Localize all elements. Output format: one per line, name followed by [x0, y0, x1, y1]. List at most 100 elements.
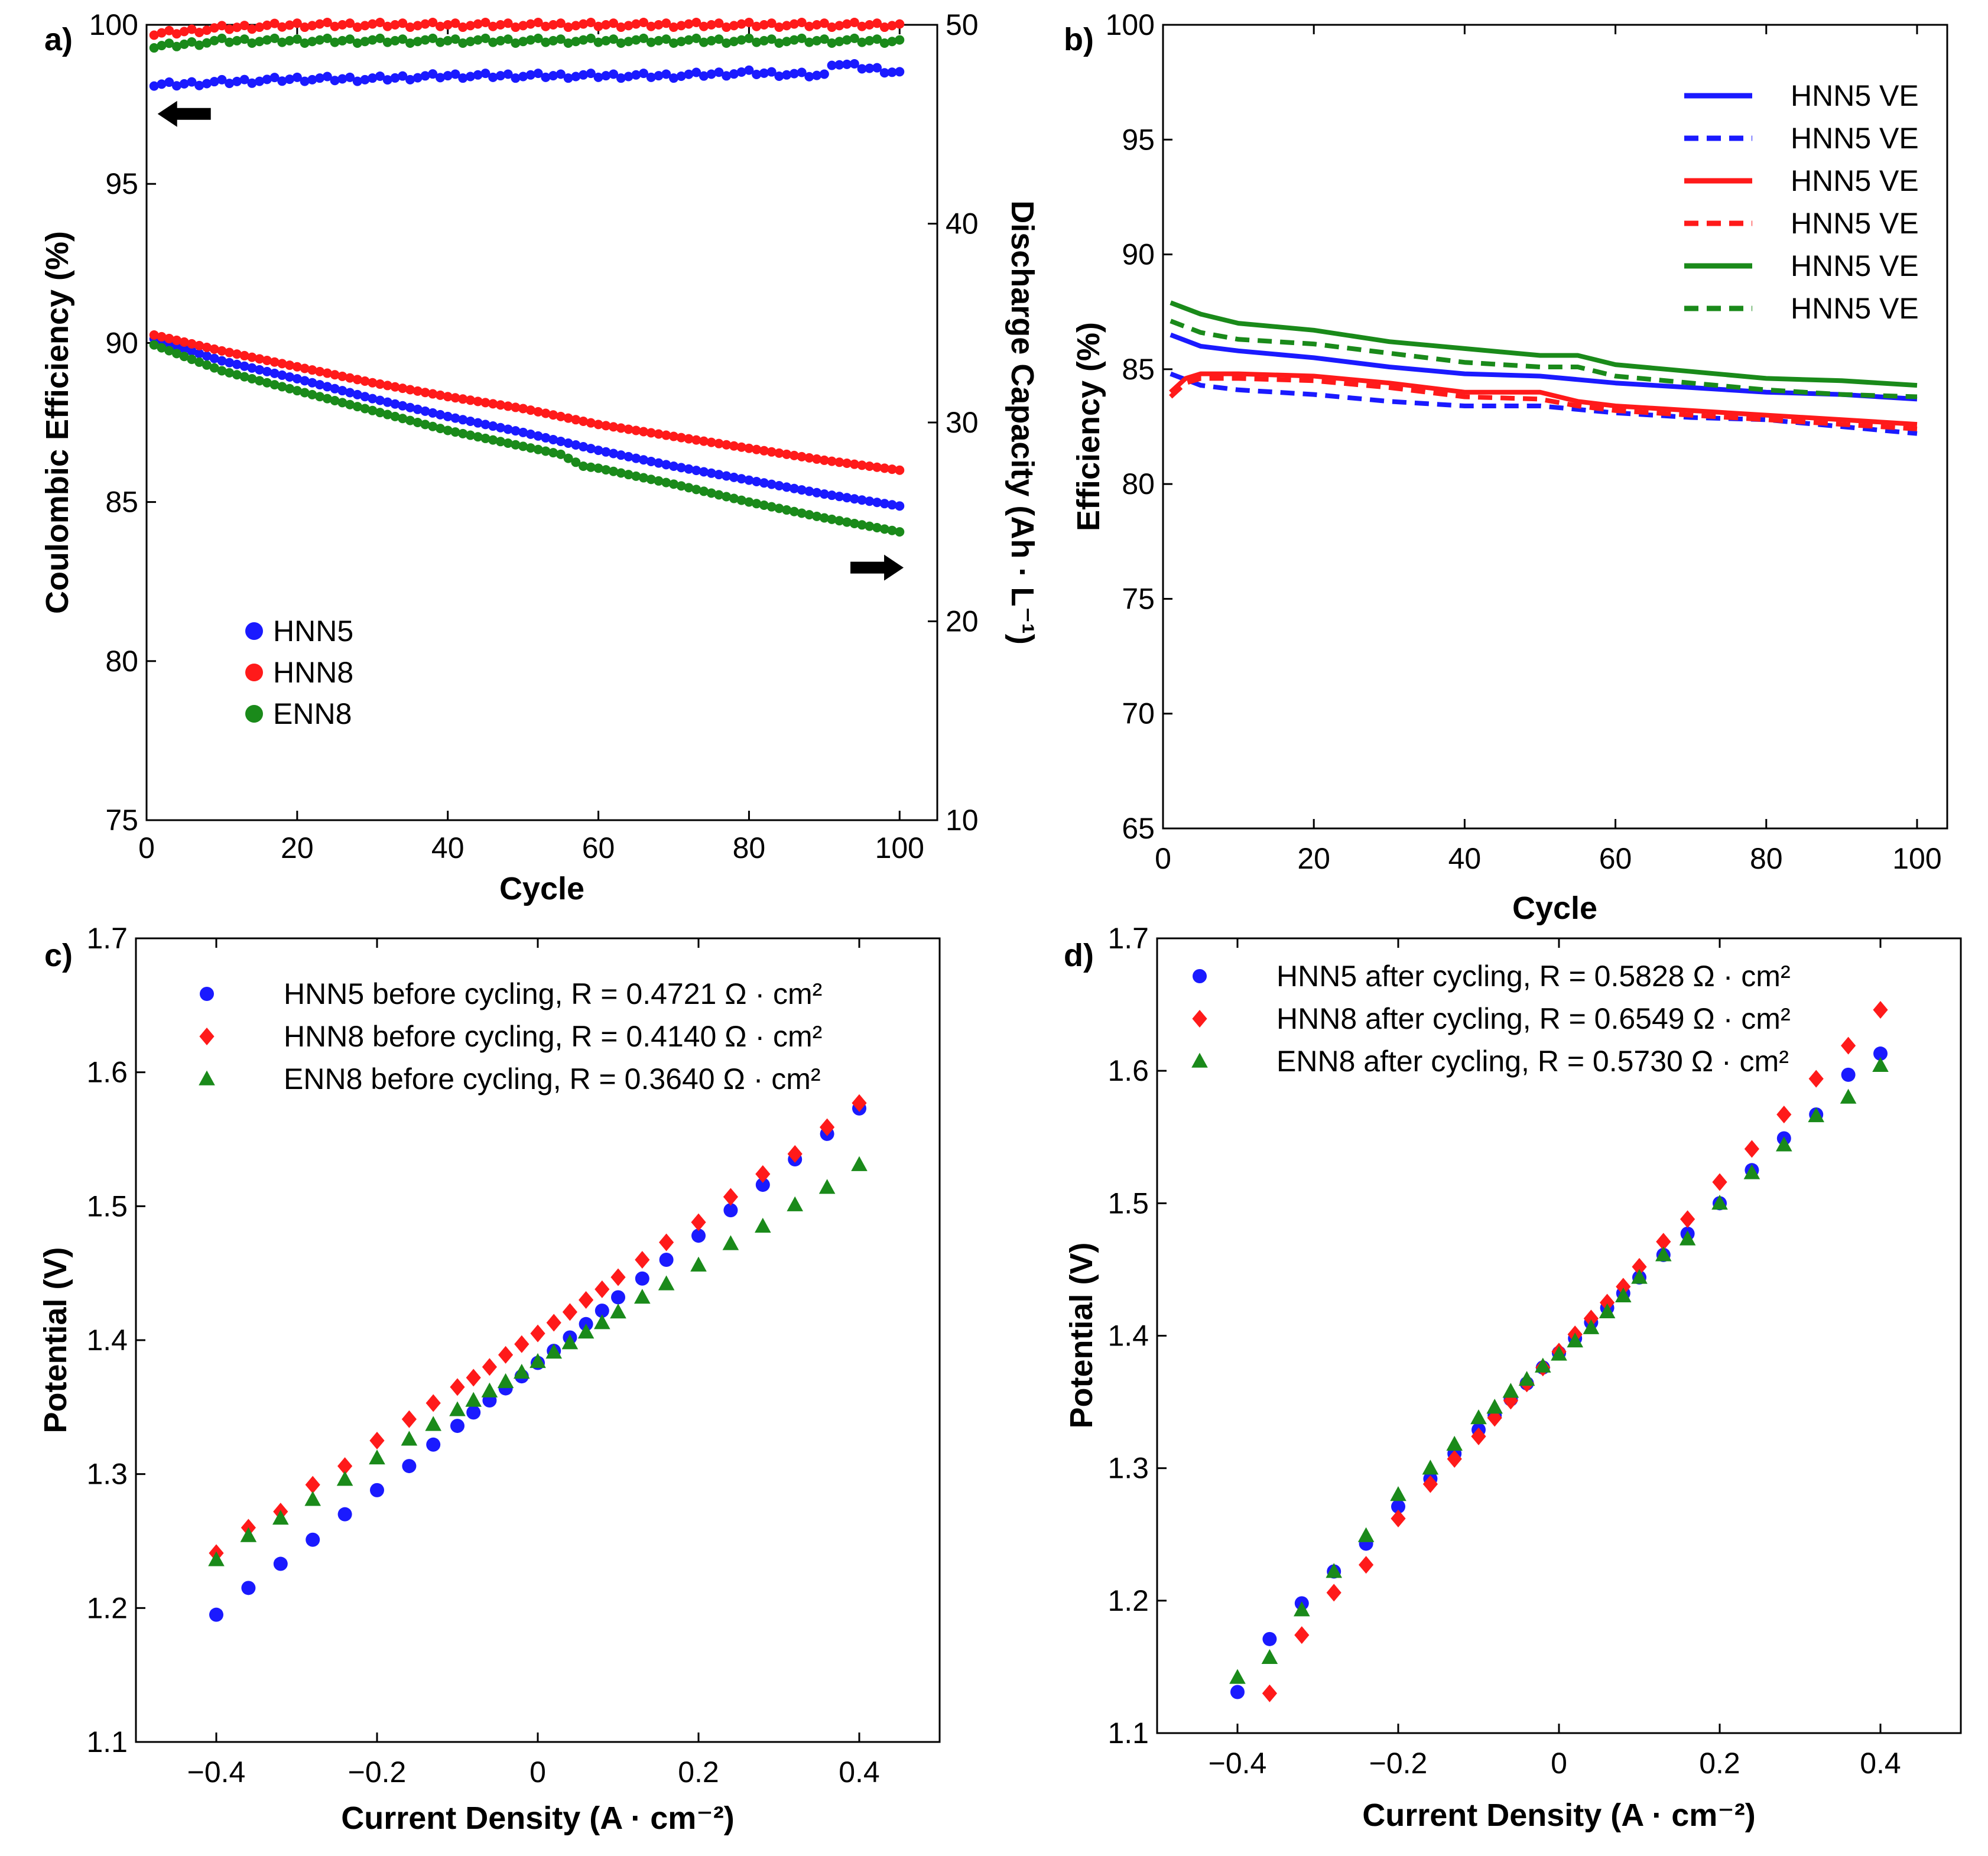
hnn5-capacity-point — [412, 404, 423, 414]
enn8-ce-point — [187, 37, 197, 47]
hnn5-capacity-point — [623, 451, 634, 461]
panel-c-y-axis-title: Potential (V) — [38, 1247, 73, 1433]
hnn5-capacity-point — [556, 436, 566, 446]
hnn5-ce-point — [706, 69, 716, 79]
enn8-ce-point — [834, 37, 844, 47]
circle-point — [306, 1532, 320, 1547]
enn8-ce-point — [879, 38, 889, 48]
hnn8-capacity-point — [752, 444, 762, 454]
enn8-ce-point — [518, 37, 528, 47]
diamond-point — [530, 1324, 545, 1343]
hnn5-capacity-point — [300, 376, 310, 386]
triangle-point — [818, 1179, 836, 1194]
enn8-capacity-point — [179, 352, 189, 362]
hnn8-ce-point — [337, 20, 347, 30]
enn8-ce-point — [782, 37, 792, 47]
enn8-capacity-point — [631, 471, 641, 481]
hnn8-capacity-point — [616, 423, 626, 433]
hnn5-capacity-point — [586, 444, 596, 454]
enn8-ce-point — [428, 33, 438, 43]
enn8-ce-point — [390, 35, 400, 45]
hnn8-capacity-point — [322, 368, 332, 378]
hnn8-ce-point — [285, 20, 295, 30]
hnn5-ce-point — [766, 67, 777, 77]
legend-label-hnn5: HNN5 — [273, 615, 353, 648]
y-tick-label: 90 — [105, 326, 138, 359]
enn8-capacity-point — [269, 380, 280, 390]
enn8-capacity-point — [797, 508, 807, 518]
diamond-point — [466, 1369, 481, 1387]
y-tick-label: 75 — [105, 804, 138, 837]
hnn5-ce-point — [729, 69, 739, 79]
hnn8-capacity-point — [593, 420, 603, 430]
triangle-point — [1840, 1088, 1857, 1104]
hnn8-capacity-point — [450, 393, 460, 403]
enn8-ce-point — [368, 35, 378, 45]
diamond-point — [369, 1432, 385, 1449]
enn8-capacity-point — [834, 516, 844, 526]
hnn8-ce-point — [412, 21, 423, 31]
enn8-ce-point — [789, 35, 799, 45]
triangle-point — [577, 1324, 595, 1339]
enn8-capacity-point — [239, 372, 249, 382]
hnn5-capacity-point — [473, 418, 483, 428]
hnn5-ce-point — [277, 76, 287, 86]
hnn8-capacity-point — [247, 352, 257, 362]
enn8-ce-point — [209, 35, 219, 45]
triangle-point — [1808, 1107, 1824, 1123]
hnn5-ce-point — [247, 78, 257, 88]
enn8-ce-point — [525, 35, 535, 45]
hnn8-ce-point — [225, 24, 235, 34]
hnn5-ce-point — [579, 70, 589, 80]
hnn5-capacity-point — [849, 494, 859, 504]
triangle-point — [1679, 1230, 1696, 1246]
hnn5-ce-point — [691, 67, 701, 77]
x-tick-label: −0.2 — [348, 1756, 407, 1789]
hnn5-ce-point — [759, 68, 769, 78]
hnn8-ce-point — [495, 20, 505, 30]
hnn5-ce-point — [262, 74, 272, 84]
hnn5-capacity-point — [774, 481, 784, 491]
enn8-ce-point — [729, 37, 739, 47]
legend-label-6: HNN5 VE — [1791, 292, 1919, 325]
diamond-point — [755, 1165, 771, 1183]
hnn5-capacity-point — [428, 408, 438, 418]
hnn5-ce-point — [744, 65, 754, 75]
hnn5-capacity-point — [255, 365, 265, 375]
hnn5-ce-point — [382, 75, 392, 85]
hnn8-ce-point — [164, 25, 174, 35]
hnn8-capacity-point — [187, 339, 197, 349]
hnn8-ce-point — [887, 21, 897, 31]
diamond-point — [1471, 1427, 1486, 1445]
hnn8-capacity-point — [797, 451, 807, 461]
hnn8-ce-point — [842, 19, 852, 29]
enn8-capacity-point — [375, 408, 385, 418]
x-tick-label: 20 — [1297, 842, 1330, 875]
panel-c: c) −0.4 −0.2 0 0.2 0.4 1.1 1.2 1.3 1.4 1.5 1.6 1.7… — [38, 922, 941, 1836]
circle-point — [1230, 1685, 1245, 1699]
hnn8-ce-point — [699, 21, 709, 31]
enn8-ce-point — [315, 35, 325, 45]
enn8-ce-point — [157, 41, 167, 51]
legend-label-4: HNN5 VE — [1791, 207, 1919, 240]
hnn8-capacity-point — [511, 402, 521, 412]
hnn8-capacity-point — [827, 456, 837, 466]
y-tick-label: 1.3 — [86, 1458, 128, 1491]
hnn5-capacity-point — [232, 359, 242, 369]
hnn5-capacity-point — [872, 498, 882, 508]
hnn5-ce-point — [368, 73, 378, 83]
enn8-ce-point — [398, 34, 408, 44]
hnn5-ce-point — [887, 67, 897, 77]
triangle-point — [240, 1527, 257, 1542]
hnn5-capacity-point — [782, 482, 792, 492]
enn8-ce-point — [149, 43, 159, 53]
hnn5-capacity-point — [699, 467, 709, 477]
triangle-point — [1599, 1303, 1616, 1318]
x-tick-label: −0.4 — [187, 1756, 246, 1789]
hnn5-ce-point — [360, 74, 370, 84]
enn8-ce-point — [322, 33, 332, 43]
hnn8-ce-point — [706, 20, 716, 30]
hnn8-ce-point — [827, 22, 837, 32]
triangle-point — [594, 1314, 610, 1330]
y-right-tick-label: 40 — [946, 207, 979, 240]
